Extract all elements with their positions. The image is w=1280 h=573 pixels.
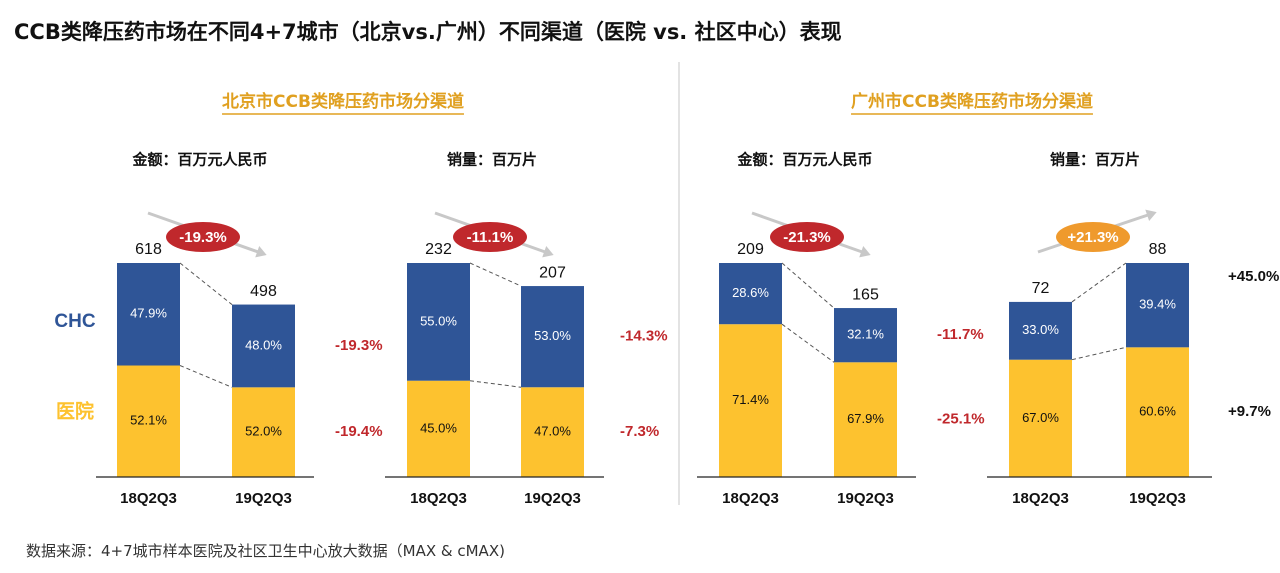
- x-tick-label: 19Q2Q3: [837, 490, 894, 507]
- data-label-chc-share: 47.9%: [130, 306, 167, 321]
- bar-segment-hospital: [117, 365, 180, 477]
- x-tick-label: 19Q2Q3: [235, 490, 292, 507]
- total-growth-label: -11.1%: [467, 229, 514, 246]
- chart-subtitle: 金额：百万元人民币: [131, 151, 267, 169]
- data-label-total: 618: [135, 241, 162, 258]
- data-label-total: 72: [1032, 280, 1050, 297]
- x-tick-label: 18Q2Q3: [722, 490, 779, 507]
- data-label-chc-share: 48.0%: [245, 337, 282, 352]
- page-title: CCB类降压药市场在不同4+7城市（北京vs.广州）不同渠道（医院 vs. 社区…: [14, 20, 842, 44]
- x-tick-label: 19Q2Q3: [524, 490, 581, 507]
- data-label-chc-share: 39.4%: [1139, 297, 1176, 312]
- growth-label-hospital: -7.3%: [620, 423, 659, 440]
- growth-label-hospital: -25.1%: [937, 411, 985, 428]
- data-label-total: 209: [737, 241, 764, 258]
- series-label-hospital: 医院: [56, 400, 94, 423]
- data-label-hospital-share: 47.0%: [534, 424, 571, 439]
- bar-segment-hospital: [1126, 347, 1189, 477]
- data-label-total: 232: [425, 241, 452, 258]
- data-label-hospital-share: 60.6%: [1139, 404, 1176, 419]
- growth-label-chc: -19.3%: [335, 337, 383, 354]
- bar-segment-chc: [521, 286, 584, 388]
- bar-segment-chc: [117, 263, 180, 366]
- data-label-hospital-share: 71.4%: [732, 392, 769, 407]
- connector-line-total: [179, 262, 233, 305]
- data-label-chc-share: 53.0%: [534, 328, 571, 343]
- x-tick-label: 18Q2Q3: [410, 490, 467, 507]
- trend-arrow-head: [542, 246, 554, 258]
- total-growth-pill: [166, 222, 240, 252]
- chart-subtitle: 销量：百万片: [1050, 151, 1140, 169]
- bar-segment-hospital: [834, 362, 897, 477]
- series-label-chc: CHC: [54, 311, 95, 332]
- data-label-total: 88: [1149, 241, 1167, 258]
- bar-segment-chc: [719, 263, 782, 325]
- panel-title: 广州市CCB类降压药市场分渠道: [851, 91, 1093, 112]
- connector-line-total: [469, 262, 522, 287]
- x-tick-label: 18Q2Q3: [1012, 490, 1069, 507]
- bar-segment-hospital: [521, 387, 584, 477]
- bar-segment-chc: [1126, 263, 1189, 348]
- total-growth-label: +21.3%: [1067, 229, 1118, 246]
- bar-segment-hospital: [407, 380, 470, 477]
- data-label-hospital-share: 52.1%: [130, 413, 167, 428]
- total-growth-pill: [453, 222, 527, 252]
- bar-segment-chc: [232, 304, 295, 388]
- data-label-chc-share: 55.0%: [420, 313, 457, 328]
- x-tick-label: 18Q2Q3: [120, 490, 177, 507]
- connector-line-total: [1071, 262, 1127, 303]
- source-note: 数据来源：4+7城市样本医院及社区卫生中心放大数据（MAX & cMAX): [26, 542, 505, 560]
- total-growth-label: -21.3%: [783, 229, 831, 246]
- connector-line-split: [179, 365, 233, 388]
- connector-line-split: [1071, 346, 1127, 361]
- total-growth-label: -19.3%: [179, 229, 227, 246]
- panel-title: 北京市CCB类降压药市场分渠道: [222, 91, 464, 112]
- growth-label-chc: -14.3%: [620, 328, 668, 345]
- data-label-hospital-share: 45.0%: [420, 420, 457, 435]
- bar-segment-chc: [834, 308, 897, 363]
- total-growth-pill: [770, 222, 844, 252]
- data-label-total: 165: [852, 286, 879, 303]
- trend-arrow-head: [255, 246, 267, 258]
- connector-line-total: [781, 262, 835, 309]
- data-label-hospital-share: 52.0%: [245, 424, 282, 439]
- connector-line-split: [469, 380, 522, 388]
- chart-subtitle: 销量：百万片: [447, 151, 537, 169]
- growth-label-chc: +45.0%: [1228, 268, 1279, 285]
- bar-segment-hospital: [1009, 359, 1072, 477]
- bar-segment-hospital: [232, 387, 295, 477]
- data-label-chc-share: 28.6%: [732, 285, 769, 300]
- growth-label-hospital: -19.4%: [335, 423, 383, 440]
- connector-line-split: [781, 323, 835, 363]
- growth-label-hospital: +9.7%: [1228, 403, 1271, 420]
- data-label-chc-share: 32.1%: [847, 327, 884, 342]
- data-label-total: 207: [539, 264, 566, 281]
- bar-segment-hospital: [719, 324, 782, 477]
- bar-segment-chc: [407, 263, 470, 381]
- data-label-total: 498: [250, 283, 277, 300]
- bar-segment-chc: [1009, 301, 1072, 360]
- data-label-hospital-share: 67.0%: [1022, 410, 1059, 425]
- x-tick-label: 19Q2Q3: [1129, 490, 1186, 507]
- data-label-hospital-share: 67.9%: [847, 411, 884, 426]
- total-growth-pill: [1056, 222, 1130, 252]
- trend-arrow-head: [859, 246, 871, 258]
- data-label-chc-share: 33.0%: [1022, 322, 1059, 337]
- trend-arrow-head: [1145, 209, 1157, 221]
- chart-subtitle: 金额：百万元人民币: [736, 151, 872, 169]
- growth-label-chc: -11.7%: [937, 326, 984, 343]
